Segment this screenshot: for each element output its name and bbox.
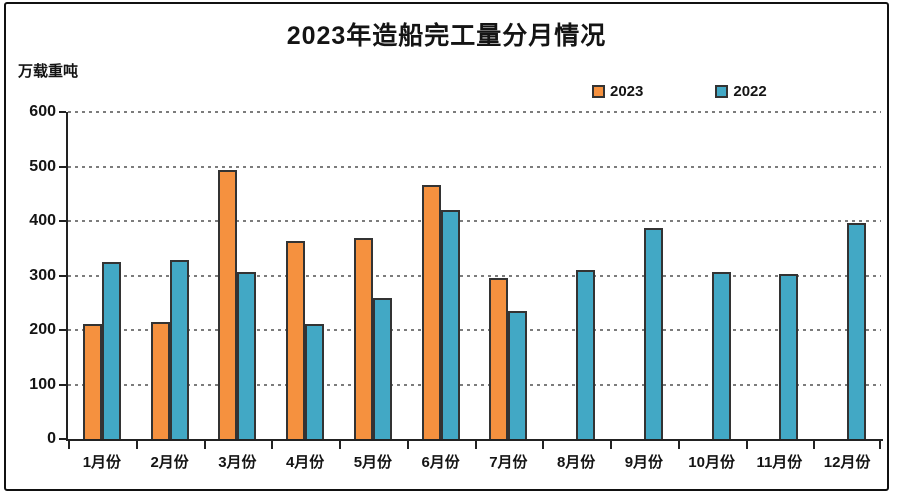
x-axis-label-2月份: 2月份	[150, 454, 189, 471]
gridline-300	[68, 274, 881, 277]
x-axis-label-4月份: 4月份	[285, 454, 325, 471]
y-axis-tick-0	[59, 438, 66, 440]
x-axis-tick-5	[406, 441, 409, 449]
y-axis-tick-label-500: 500	[29, 157, 56, 175]
bar-2023-5月份	[353, 237, 373, 439]
x-axis-label-8月份: 8月份	[556, 454, 596, 471]
x-axis-label-5月份: 5月份	[353, 454, 393, 471]
y-axis-tick-100	[59, 383, 66, 386]
bar-2022-4月份	[305, 324, 325, 439]
y-axis-tick-label-400: 400	[29, 212, 56, 229]
gridline-400	[68, 220, 881, 222]
x-axis-tick-4	[339, 441, 341, 449]
bar-2023-6月份	[421, 185, 441, 439]
legend-item-2023: 2023	[592, 83, 643, 100]
y-axis-tick-label-300: 300	[29, 266, 56, 284]
x-axis-line	[66, 439, 883, 441]
y-axis-line	[66, 112, 68, 441]
y-axis-unit-label: 万载重吨	[18, 63, 79, 80]
y-axis-tick-500	[59, 165, 66, 168]
x-axis-tick-10	[745, 441, 748, 449]
bar-2022-8月份	[576, 270, 596, 439]
y-axis-tick-300	[59, 274, 66, 277]
x-axis-tick-1	[135, 441, 138, 449]
x-axis-label-11月份: 11月份	[756, 454, 803, 471]
x-axis-tick-6	[474, 441, 477, 449]
x-axis-label-1月份: 1月份	[82, 454, 122, 471]
x-axis-label-9月份: 9月份	[624, 454, 664, 471]
y-axis-tick-400	[59, 220, 66, 222]
y-axis-tick-200	[59, 329, 66, 331]
bar-2023-4月份	[286, 240, 306, 439]
bar-2022-1月份	[101, 261, 121, 439]
x-axis-label-7月份: 7月份	[489, 454, 528, 471]
x-axis-label-12月份: 12月份	[823, 454, 871, 471]
bar-2022-3月份	[237, 271, 257, 439]
x-axis-tick-2	[203, 441, 206, 449]
y-axis-tick-label-200: 200	[29, 321, 56, 338]
bar-2022-2月份	[169, 259, 189, 439]
gridline-600	[68, 111, 881, 113]
y-axis-tick-label-600: 600	[29, 103, 56, 120]
x-axis-label-3月份: 3月份	[218, 454, 257, 471]
legend-label-2023: 2023	[610, 83, 644, 100]
gridline-500	[68, 165, 881, 168]
x-axis-tick-8	[610, 441, 612, 449]
x-axis-label-10月份: 10月份	[688, 454, 735, 471]
bar-2023-3月份	[218, 170, 238, 439]
bar-2022-7月份	[508, 310, 528, 439]
legend: 2023 2022	[592, 83, 767, 100]
chart-title: 2023年造船完工量分月情况	[286, 22, 607, 50]
gridline-200	[68, 329, 881, 331]
x-axis-tick-9	[677, 441, 680, 449]
x-axis-tick-7	[542, 441, 545, 449]
x-axis-label-6月份: 6月份	[421, 454, 460, 471]
x-axis-tick-3	[271, 441, 274, 449]
bar-2022-5月份	[372, 298, 392, 439]
x-axis-tick-0	[68, 441, 70, 449]
x-axis-tick-11	[813, 441, 816, 449]
gridline-100	[68, 383, 881, 386]
bar-2022-9月份	[643, 228, 663, 439]
legend-item-2022: 2022	[715, 83, 767, 100]
bar-2022-11月份	[779, 274, 799, 439]
plot-area: 0 100 200 300 400 500 600 1月份 2月份 3月份 4月份 5月份 6月份 7月份…	[29, 103, 883, 471]
legend-swatch-2022	[715, 85, 729, 98]
bar-2023-1月份	[82, 324, 102, 439]
bar-2022-10月份	[711, 271, 731, 439]
y-axis-tick-label-100: 100	[29, 375, 56, 393]
chart-frame: 2023年造船完工量分月情况 万载重吨 2023 2022 0 100 200 300 4…	[4, 2, 889, 491]
bar-2023-2月份	[150, 322, 170, 439]
y-axis-tick-600	[59, 111, 66, 113]
x-axis-tick-12	[879, 441, 881, 449]
bar-2022-6月份	[440, 209, 460, 439]
bar-2022-12月份	[847, 223, 867, 439]
bar-2023-7月份	[489, 278, 509, 439]
legend-label-2022: 2022	[733, 83, 767, 100]
y-axis-tick-label-0: 0	[47, 430, 56, 447]
legend-swatch-2023	[592, 85, 605, 98]
